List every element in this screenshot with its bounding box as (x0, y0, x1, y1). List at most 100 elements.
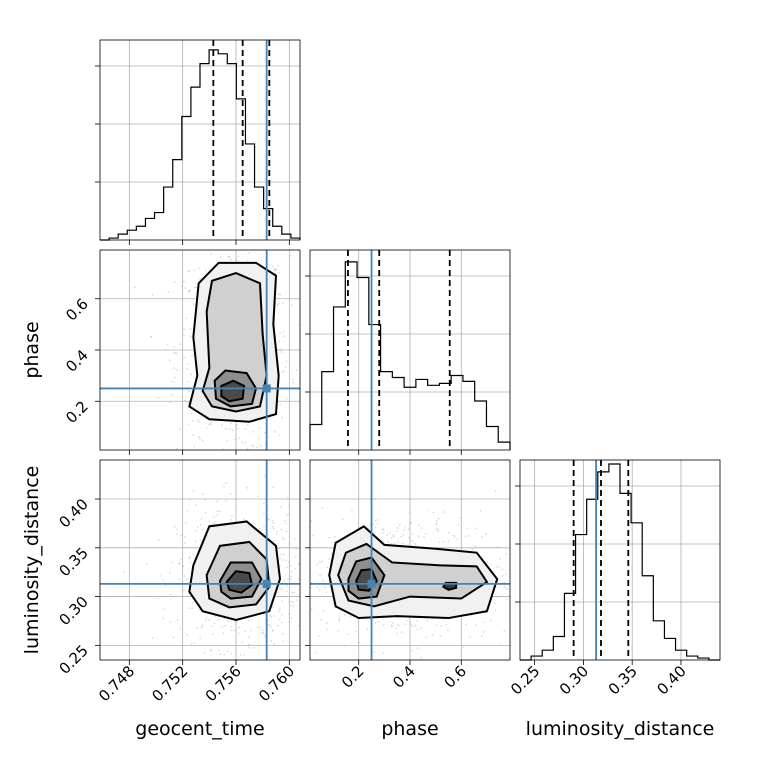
sample-point (219, 247, 221, 249)
sample-point (439, 635, 442, 638)
sample-point (296, 632, 298, 634)
sample-point (292, 381, 295, 384)
sample-point (453, 534, 455, 537)
sample-point (295, 548, 298, 550)
sample-point (466, 527, 469, 530)
sample-point (419, 656, 422, 659)
sample-point (301, 558, 303, 560)
sample-point (211, 633, 214, 636)
sample-point (281, 621, 283, 624)
sample-point (283, 579, 286, 582)
sample-point (420, 627, 423, 629)
sample-point (555, 589, 557, 591)
ytick-label-phase-1: 0.4 (62, 346, 92, 376)
sample-point (376, 522, 379, 525)
sample-point (256, 495, 259, 498)
sample-point (172, 352, 175, 355)
sample-point (193, 269, 196, 271)
sample-point (244, 441, 247, 444)
sample-point (279, 587, 282, 590)
xtick-label-phase-0: 0.2 (338, 662, 368, 692)
sample-point (321, 587, 323, 589)
sample-point (382, 528, 385, 531)
sample-point (302, 581, 304, 583)
sample-point (351, 509, 353, 512)
sample-point (286, 566, 288, 569)
sample-point (320, 618, 323, 621)
sample-point (456, 538, 459, 541)
sample-point (213, 622, 216, 625)
sample-point (270, 625, 272, 628)
sample-point (320, 560, 323, 563)
sample-point (397, 624, 400, 627)
xtick-label-luminosity_distance-3: 0.40 (653, 662, 689, 698)
sample-point (216, 510, 219, 513)
sample-point (505, 552, 508, 555)
sample-point (195, 504, 198, 506)
sample-point (260, 445, 262, 448)
sample-point (482, 631, 485, 633)
sample-point (211, 245, 213, 247)
x-axis-label-geocent_time: geocent_time (135, 718, 264, 740)
sample-point (220, 173, 222, 175)
sample-point (231, 429, 234, 432)
sample-point (187, 270, 190, 273)
xtick-label-phase-1: 0.4 (389, 662, 419, 692)
sample-point (283, 370, 285, 373)
sample-point (285, 530, 288, 533)
sample-point (262, 631, 265, 634)
sample-point (209, 648, 212, 651)
sample-point (262, 502, 265, 504)
sample-point (199, 637, 202, 640)
sample-point (287, 577, 289, 580)
sample-point (308, 643, 310, 645)
sample-point (220, 235, 222, 237)
sample-point (133, 286, 136, 289)
sample-point (308, 621, 310, 623)
sample-point (255, 625, 257, 627)
sample-point (201, 528, 204, 531)
sample-point (259, 626, 262, 629)
sample-point (512, 565, 514, 567)
sample-point (170, 393, 173, 396)
sample-point (521, 597, 523, 599)
contour-geocent_time_vs_luminosity_distance-2 (218, 561, 263, 600)
sample-point (242, 518, 245, 521)
sample-point (319, 574, 321, 577)
sample-point (496, 596, 499, 598)
sample-point (288, 620, 291, 623)
sample-point (409, 521, 412, 524)
sample-point (248, 619, 250, 621)
sample-point (194, 540, 197, 543)
sample-point (453, 536, 456, 538)
sample-point (350, 615, 352, 617)
sample-point (244, 630, 247, 632)
sample-point (151, 637, 154, 639)
sample-point (181, 285, 184, 288)
sample-point (230, 519, 232, 521)
sample-point (328, 536, 330, 539)
sample-point (222, 448, 225, 450)
sample-point (318, 561, 321, 563)
sample-point (485, 533, 487, 535)
sample-point (234, 438, 237, 441)
sample-point (218, 649, 220, 652)
sample-point (179, 534, 182, 537)
panel-frame-geocent_time_vs_luminosity_distance (99, 459, 301, 661)
sample-point (270, 639, 272, 642)
sample-point (240, 223, 242, 225)
sample-point (277, 547, 280, 550)
sample-point (294, 567, 297, 570)
sample-point (494, 609, 497, 612)
sample-point (247, 636, 250, 638)
sample-point (276, 304, 279, 306)
sample-point (272, 527, 275, 530)
sample-point (209, 423, 212, 426)
sample-point (167, 291, 170, 293)
sample-point (303, 613, 305, 615)
sample-point (281, 537, 284, 540)
sample-point (246, 424, 249, 426)
sample-point (285, 590, 288, 593)
sample-point (197, 420, 200, 423)
sample-point (309, 455, 311, 457)
